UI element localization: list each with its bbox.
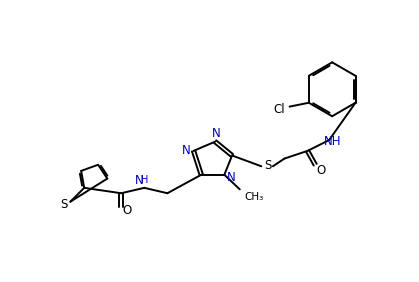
Text: O: O: [123, 204, 132, 217]
Text: S: S: [60, 198, 68, 211]
Text: N: N: [212, 127, 220, 140]
Text: CH₃: CH₃: [244, 192, 264, 202]
Text: N: N: [227, 171, 235, 184]
Text: H: H: [141, 175, 148, 185]
Text: N: N: [135, 174, 144, 187]
Text: N: N: [182, 144, 191, 157]
Text: S: S: [264, 159, 271, 172]
Text: O: O: [317, 164, 326, 177]
Text: Cl: Cl: [273, 103, 285, 116]
Text: NH: NH: [324, 135, 341, 148]
